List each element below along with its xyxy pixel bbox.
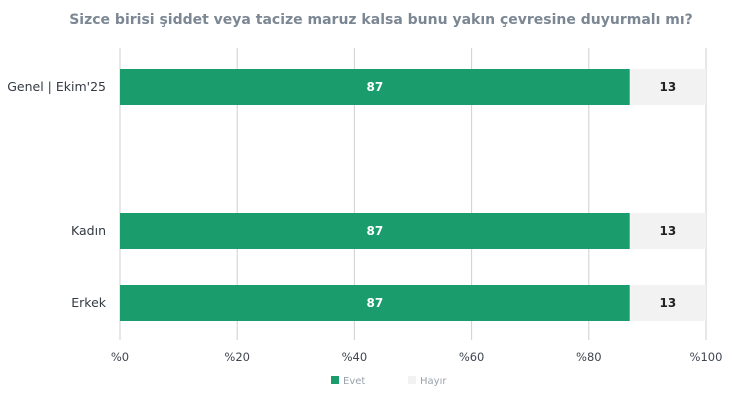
category-label: Genel | Ekim'25 xyxy=(7,79,106,94)
bar-evet xyxy=(120,69,630,105)
chart-title: Sizce birisi şiddet veya tacize maruz ka… xyxy=(69,12,693,28)
category-label: Erkek xyxy=(71,295,107,310)
data-label: 13 xyxy=(660,296,677,310)
bars: 87 13 87 13 87 13 xyxy=(120,69,706,321)
legend-label: Evet xyxy=(343,376,365,387)
bar-hayır xyxy=(629,69,706,105)
data-label: 13 xyxy=(660,224,677,238)
legend-swatch xyxy=(331,376,339,384)
x-tick-label: %40 xyxy=(342,350,368,364)
x-tick-label: %0 xyxy=(111,350,129,364)
bar-hayır xyxy=(629,285,706,321)
data-label: 87 xyxy=(367,296,384,310)
category-label: Kadın xyxy=(71,223,106,238)
legend-swatch xyxy=(408,376,416,384)
data-label: 87 xyxy=(367,80,384,94)
x-tick-label: %60 xyxy=(459,350,485,364)
legend-label: Hayır xyxy=(420,376,447,387)
x-tick-label: %80 xyxy=(576,350,602,364)
x-axis-ticks: %0 %20 %40 %60 %80 %100 xyxy=(111,350,723,364)
x-tick-label: %20 xyxy=(224,350,250,364)
data-label: 13 xyxy=(660,80,677,94)
category-labels: Genel | Ekim'25 Kadın Erkek xyxy=(7,79,107,310)
bar-hayır xyxy=(629,213,706,249)
bar-evet xyxy=(120,285,630,321)
legend: Evet Hayır xyxy=(331,376,447,387)
bar-evet xyxy=(120,213,630,249)
x-tick-label: %100 xyxy=(690,350,723,364)
data-label: 87 xyxy=(367,224,384,238)
